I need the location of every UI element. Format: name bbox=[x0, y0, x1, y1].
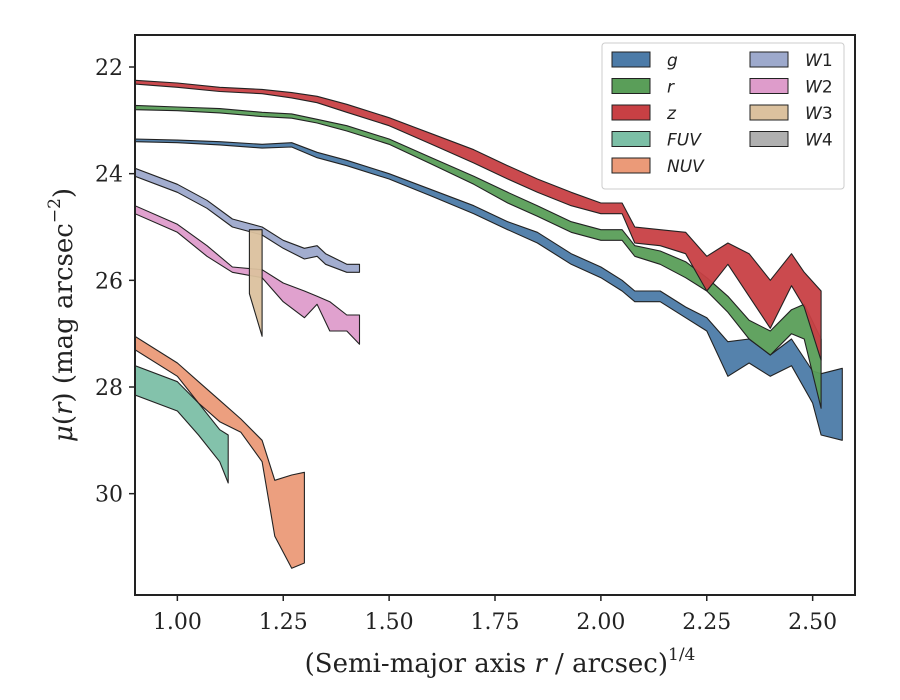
legend-swatch-g bbox=[611, 51, 651, 68]
legend-label-z: z bbox=[666, 104, 677, 124]
y-tick-label: 24 bbox=[95, 163, 123, 188]
y-tick-label: 28 bbox=[95, 376, 123, 401]
x-axis-label: (Semi-major axis r / arcsec)1/4 bbox=[305, 645, 696, 679]
band-w3 bbox=[248, 229, 263, 337]
legend-label-w1: W1 bbox=[805, 51, 833, 71]
x-tick-label: 1.75 bbox=[471, 610, 520, 635]
legend-swatch-z bbox=[611, 104, 651, 121]
legend-label-w2: W2 bbox=[805, 78, 833, 98]
y-axis-label: μ(r) (mag arcsec−2) bbox=[45, 188, 79, 442]
legend-swatch-fuv bbox=[611, 131, 651, 147]
y-tick-label: 30 bbox=[95, 483, 123, 508]
band-nuv bbox=[135, 335, 305, 569]
band-r bbox=[135, 104, 822, 409]
x-tick-label: 2.25 bbox=[682, 610, 731, 635]
x-tick-label: 1.50 bbox=[365, 610, 414, 635]
x-axis: 1.00 1.25 1.50 1.75 2.00 2.25 2.50 bbox=[153, 595, 837, 635]
x-tick-label: 2.50 bbox=[788, 610, 837, 635]
legend-swatch-w2 bbox=[749, 78, 789, 94]
legend-swatch-w4 bbox=[749, 131, 789, 147]
legend-label-w3: W3 bbox=[805, 104, 833, 124]
y-tick-label: 22 bbox=[95, 56, 123, 81]
x-tick-label: 2.00 bbox=[576, 610, 625, 635]
legend-label-nuv: NUV bbox=[667, 157, 705, 177]
band-z bbox=[135, 79, 822, 361]
x-tick-label: 1.00 bbox=[153, 610, 202, 635]
legend: grz FUV NUV W1 W2 W3 W4 bbox=[601, 42, 845, 190]
legend-swatch-r bbox=[611, 78, 651, 94]
legend-label-fuv: FUV bbox=[667, 131, 702, 151]
band-w1 bbox=[135, 167, 361, 273]
legend-label-w4: W4 bbox=[805, 131, 833, 151]
legend-swatch-w3 bbox=[749, 104, 789, 121]
bands-layer bbox=[135, 79, 843, 569]
legend-swatch-w1 bbox=[749, 51, 789, 68]
legend-swatch-nuv bbox=[611, 157, 651, 174]
y-tick-label: 26 bbox=[95, 269, 123, 294]
y-axis: 22 24 26 28 30 bbox=[95, 56, 135, 508]
band-g bbox=[135, 138, 843, 441]
band-fuv bbox=[135, 365, 229, 484]
x-tick-label: 1.25 bbox=[259, 610, 308, 635]
legend-label-g: g bbox=[667, 51, 678, 71]
legend-label-r: r bbox=[667, 78, 675, 98]
